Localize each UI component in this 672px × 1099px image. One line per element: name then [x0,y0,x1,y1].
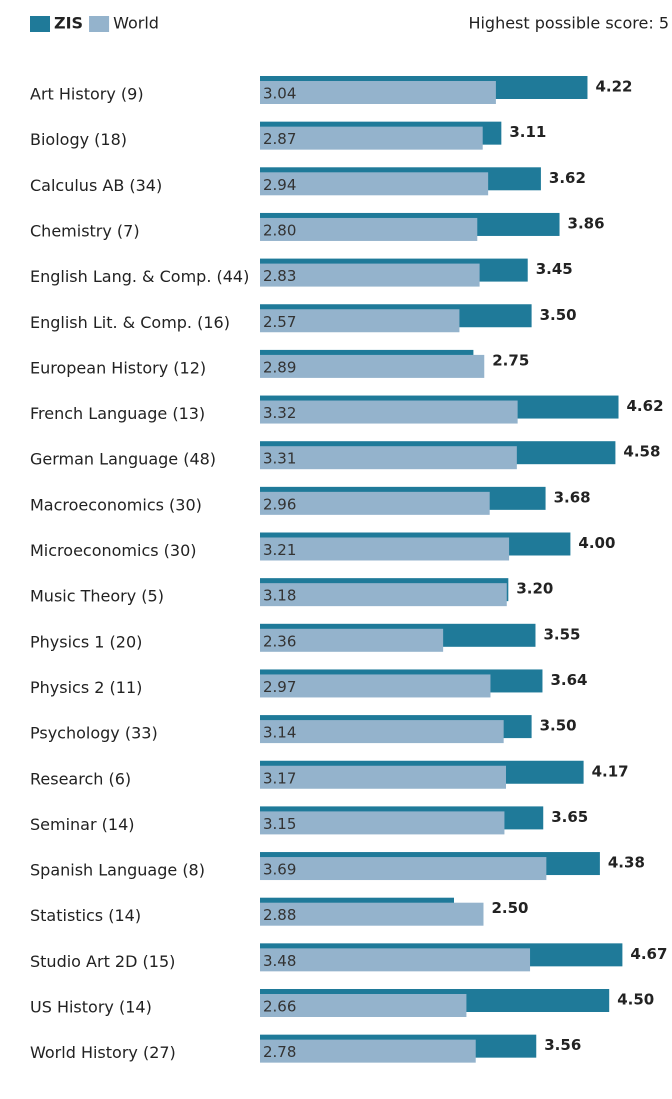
value-label: 4.22 [595,78,632,96]
category-label: Physics 1 (20) [30,632,142,651]
category-label: English Lang. & Comp. (44) [30,267,249,286]
bar [260,857,547,881]
bar [260,811,505,835]
bar [260,217,478,241]
bar [260,765,506,789]
value-label: 2.75 [492,351,529,369]
legend-swatch [89,16,110,32]
value-label: 2.89 [263,358,296,376]
category-label: German Language (48) [30,450,216,469]
legend-label: ZIS [54,14,83,33]
category-label: Physics 2 (11) [30,678,142,697]
category-label: US History (14) [30,998,152,1017]
category-label: Macroeconomics (30) [30,495,202,514]
category-label: Calculus AB (34) [30,176,162,195]
bar [260,81,496,104]
subtitle: Highest possible score: 5 [468,14,669,33]
value-label: 2.57 [263,313,296,331]
value-label: 4.38 [608,854,645,872]
value-label: 2.50 [491,899,528,917]
value-label: 2.78 [263,1043,296,1061]
value-label: 3.65 [551,808,588,826]
value-label: 3.86 [568,214,605,232]
value-label: 3.21 [263,541,296,559]
value-label: 3.69 [263,861,296,879]
bar [260,354,485,378]
bar [260,172,489,196]
value-label: 3.45 [536,260,573,278]
category-label: Spanish Language (8) [30,861,205,880]
value-label: 3.68 [554,488,591,506]
category-label: European History (12) [30,358,206,377]
bar [260,1039,476,1063]
value-label: 4.67 [630,945,667,963]
bar [260,720,504,744]
value-label: 2.97 [263,678,296,696]
value-label: 3.56 [544,1036,581,1054]
category-label: Biology (18) [30,130,127,149]
value-label: 2.83 [263,267,296,285]
value-label: 2.94 [263,176,296,194]
value-label: 3.50 [540,717,577,735]
value-label: 3.18 [263,587,296,605]
legend-label: World [113,14,159,33]
bar [260,400,518,424]
value-label: 3.55 [543,625,580,643]
category-label: Psychology (33) [30,724,158,743]
bar [260,948,531,972]
value-label: 3.04 [263,85,296,103]
bar [260,628,444,652]
value-label: 4.17 [592,762,629,780]
bar [260,126,483,150]
bar [260,583,507,607]
category-label: Studio Art 2D (15) [30,952,175,971]
value-label: 4.58 [623,443,660,461]
value-label: 3.62 [549,169,586,187]
value-label: 3.31 [263,450,296,468]
value-label: 4.62 [627,397,664,415]
value-label: 3.11 [509,123,546,141]
value-label: 3.20 [516,580,553,598]
bar [260,537,510,561]
category-label: World History (27) [30,1043,176,1062]
legend-swatch [30,16,50,32]
value-label: 4.50 [617,991,654,1009]
value-label: 3.15 [263,815,296,833]
category-label: French Language (13) [30,404,205,423]
value-label: 2.66 [263,998,296,1016]
category-label: Art History (9) [30,85,144,104]
value-label: 3.50 [540,306,577,324]
bar [260,674,491,698]
value-label: 3.17 [263,769,296,787]
value-label: 2.80 [263,221,296,239]
value-label: 2.36 [263,632,296,650]
category-label: Statistics (14) [30,906,141,925]
value-label: 4.00 [578,534,615,552]
bar [260,491,490,515]
value-label: 3.32 [263,404,296,422]
category-label: Seminar (14) [30,815,134,834]
value-label: 3.64 [550,671,587,689]
value-label: 2.96 [263,495,296,513]
category-label: Chemistry (7) [30,221,140,240]
value-label: 3.14 [263,724,296,742]
bar [260,263,480,287]
bar [260,309,460,333]
category-label: Microeconomics (30) [30,541,197,560]
bar [260,994,467,1017]
value-label: 2.87 [263,130,296,148]
value-label: 2.88 [263,906,296,924]
bar [260,902,484,926]
category-label: English Lit. & Comp. (16) [30,313,230,332]
category-label: Music Theory (5) [30,587,164,606]
value-label: 3.48 [263,952,296,970]
bar [260,446,517,470]
category-label: Research (6) [30,769,131,788]
